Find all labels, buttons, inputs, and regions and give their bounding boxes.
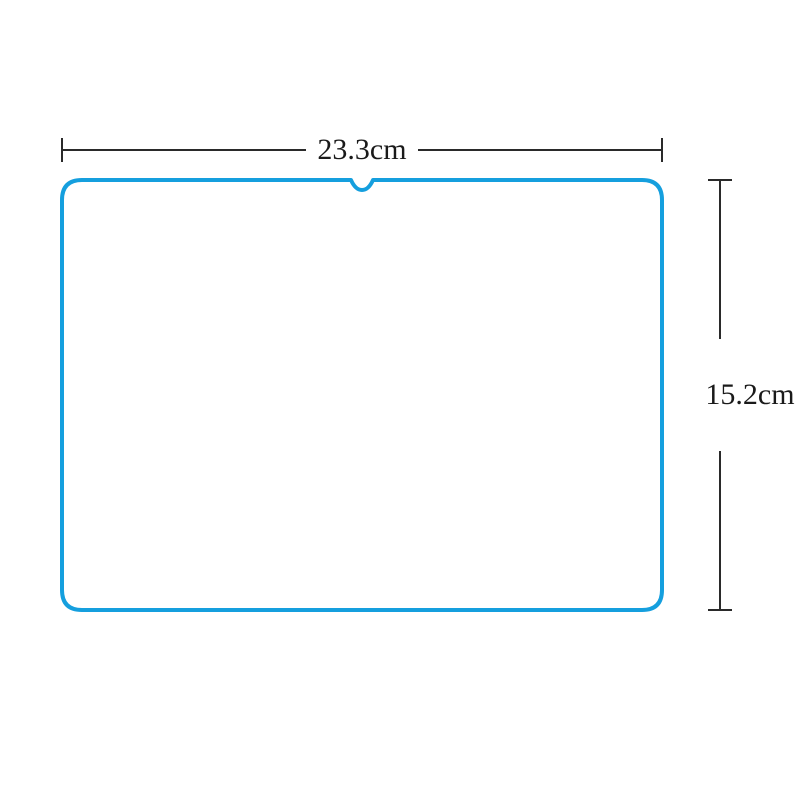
screen-protector-outline	[62, 180, 662, 610]
width-dimension-label: 23.3cm	[317, 133, 406, 167]
diagram-svg	[0, 0, 800, 800]
height-dimension-label: 15.2cm	[705, 378, 794, 412]
dimension-diagram: 23.3cm 15.2cm	[0, 0, 800, 800]
